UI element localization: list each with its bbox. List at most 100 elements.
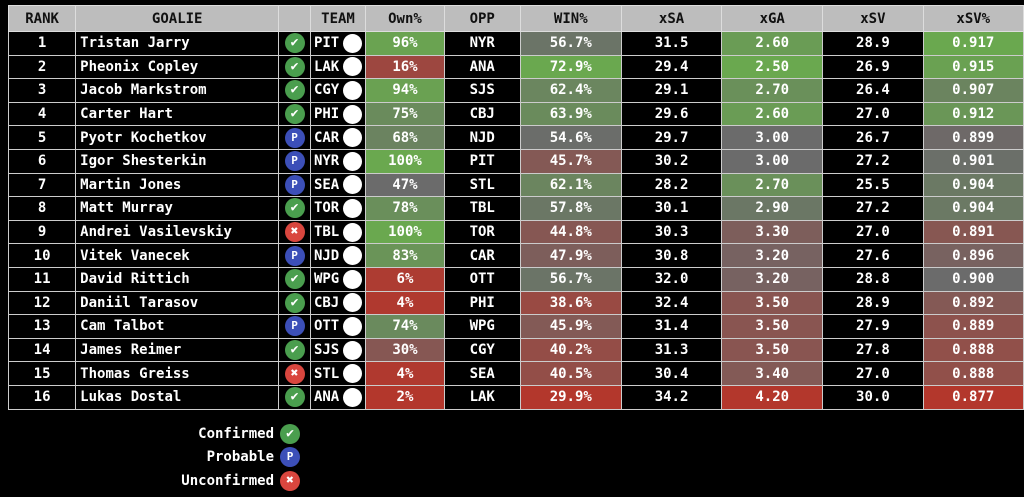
own-pct-cell: 4%: [365, 361, 445, 386]
xga-cell: 3.40: [721, 361, 824, 386]
xga-cell: 3.50: [721, 290, 824, 316]
xsv-pct-cell: 0.888: [922, 361, 1024, 386]
probable-status-icon: P: [284, 316, 305, 337]
probable-status-icon: P: [284, 174, 305, 195]
goalie-name-cell: Daniil Tarasov: [75, 290, 280, 316]
column-header[interactable]: OPP: [443, 5, 521, 32]
rank-cell: 15: [7, 361, 77, 386]
xsv-pct-cell: 0.917: [922, 31, 1024, 56]
xsa-cell: 31.3: [620, 337, 723, 363]
table-row: 4 Carter Hart ✔ PHI 75% CBJ 63.9% 29.6 2.60 27.0 0…: [7, 101, 1024, 127]
goalie-name-cell: Jacob Markstrom: [75, 78, 280, 103]
own-pct-cell: 74%: [365, 314, 445, 339]
team-logo-icon: [342, 57, 362, 77]
confirmed-status-icon: ✔: [284, 80, 305, 101]
win-pct-cell: 45.9%: [519, 314, 622, 339]
xsv-cell: 28.8: [822, 266, 924, 292]
table-row: 1 Tristan Jarry ✔ PIT 96% NYR 56.7% 31.5 2.60 28.…: [7, 31, 1024, 56]
opponent-cell: STL: [443, 172, 521, 198]
goalie-rankings-table: RANK GOALIE TEAM Own% OPP WIN% xSA xGA xSV xSV% 1…: [7, 5, 1024, 410]
confirmed-status-icon: ✔: [284, 387, 305, 408]
own-pct-cell: 47%: [365, 172, 445, 198]
goalie-name-cell: Tristan Jarry: [75, 31, 280, 56]
win-pct-cell: 54.6%: [519, 125, 622, 150]
xsa-cell: 32.4: [620, 290, 723, 316]
team-logo-icon: [342, 316, 362, 336]
column-header[interactable]: TEAM: [309, 5, 367, 32]
win-pct-cell: 40.5%: [519, 361, 622, 386]
rank-cell: 14: [7, 337, 77, 363]
status-legend: Confirmed ✔ Probable P Unconfirmed ✖: [150, 422, 300, 493]
own-pct-cell: 6%: [365, 266, 445, 292]
xsa-cell: 32.0: [620, 266, 723, 292]
win-pct-cell: 56.7%: [519, 266, 622, 292]
table-row: 3 Jacob Markstrom ✔ CGY 94% SJS 62.4% 29.1 2.70 2…: [7, 78, 1024, 103]
table-row: 5 Pyotr Kochetkov P CAR 68% NJD 54.6% 29.7 3.00 2…: [7, 125, 1024, 150]
column-header[interactable]: xSA: [620, 5, 723, 32]
own-pct-cell: 78%: [365, 196, 445, 221]
table-row: 14 James Reimer ✔ SJS 30% CGY 40.2% 31.3 3.50 27.…: [7, 337, 1024, 363]
own-pct-cell: 16%: [365, 54, 445, 80]
xga-cell: 3.50: [721, 337, 824, 363]
confirmed-status-icon: ✔: [284, 340, 305, 361]
team-cell: STL: [309, 361, 340, 386]
column-header[interactable]: [278, 5, 311, 32]
xsa-cell: 29.6: [620, 101, 723, 127]
rank-cell: 12: [7, 290, 77, 316]
own-pct-cell: 100%: [365, 219, 445, 245]
legend-label: Unconfirmed: [181, 472, 274, 489]
goalie-name-cell: Thomas Greiss: [75, 361, 280, 386]
rank-cell: 6: [7, 148, 77, 174]
rank-cell: 9: [7, 219, 77, 245]
xsv-pct-cell: 0.907: [922, 78, 1024, 103]
xsv-pct-cell: 0.915: [922, 54, 1024, 80]
confirmed-status-icon: ✔: [284, 198, 305, 219]
team-logo-icon: [342, 33, 362, 53]
xsa-cell: 28.2: [620, 172, 723, 198]
unconfirmed-status-icon: ✖: [284, 363, 305, 384]
rank-cell: 3: [7, 78, 77, 103]
xsv-cell: 27.2: [822, 148, 924, 174]
team-logo-cell: [339, 337, 367, 363]
xsv-pct-cell: 0.900: [922, 266, 1024, 292]
xsa-cell: 30.1: [620, 196, 723, 221]
team-logo-cell: [339, 196, 367, 221]
column-header[interactable]: GOALIE: [75, 5, 280, 32]
xsv-cell: 28.9: [822, 290, 924, 316]
opponent-cell: LAK: [443, 384, 521, 410]
status-cell: P: [278, 148, 311, 174]
team-cell: PIT: [309, 31, 340, 56]
rank-cell: 11: [7, 266, 77, 292]
team-cell: OTT: [309, 314, 340, 339]
probable-status-icon: P: [284, 127, 305, 148]
column-header[interactable]: WIN%: [519, 5, 622, 32]
table-row: 6 Igor Shesterkin P NYR 100% PIT 45.7% 30.2 3.00…: [7, 148, 1024, 174]
xsv-pct-cell: 0.888: [922, 337, 1024, 363]
status-cell: ✔: [278, 290, 311, 316]
column-header[interactable]: xSV%: [922, 5, 1024, 32]
column-header[interactable]: xGA: [721, 5, 824, 32]
column-header[interactable]: RANK: [7, 5, 77, 32]
xsa-cell: 29.1: [620, 78, 723, 103]
table-row: 16 Lukas Dostal ✔ ANA 2% LAK 29.9% 34.2 4.20 30.0…: [7, 384, 1024, 410]
xsa-cell: 30.8: [620, 243, 723, 268]
xsv-cell: 25.5: [822, 172, 924, 198]
confirmed-status-icon: ✔: [284, 56, 305, 77]
column-header[interactable]: Own%: [365, 5, 445, 32]
table-row: 15 Thomas Greiss ✖ STL 4% SEA 40.5% 30.4 3.40 27.…: [7, 361, 1024, 386]
opponent-cell: OTT: [443, 266, 521, 292]
status-cell: ✔: [278, 266, 311, 292]
column-header[interactable]: xSV: [822, 5, 924, 32]
xsa-cell: 30.2: [620, 148, 723, 174]
xsa-cell: 34.2: [620, 384, 723, 410]
win-pct-cell: 44.8%: [519, 219, 622, 245]
table-row: 9 Andrei Vasilevskiy ✖ TBL 100% TOR 44.8% 30.3 3…: [7, 219, 1024, 245]
xsv-cell: 27.0: [822, 219, 924, 245]
team-logo-cell: [339, 219, 367, 245]
team-cell: CBJ: [309, 290, 340, 316]
xsv-cell: 27.2: [822, 196, 924, 221]
xga-cell: 2.70: [721, 172, 824, 198]
table-row: 2 Pheonix Copley ✔ LAK 16% ANA 72.9% 29.4 2.50 26…: [7, 54, 1024, 80]
opponent-cell: NJD: [443, 125, 521, 150]
team-logo-icon: [342, 222, 362, 242]
